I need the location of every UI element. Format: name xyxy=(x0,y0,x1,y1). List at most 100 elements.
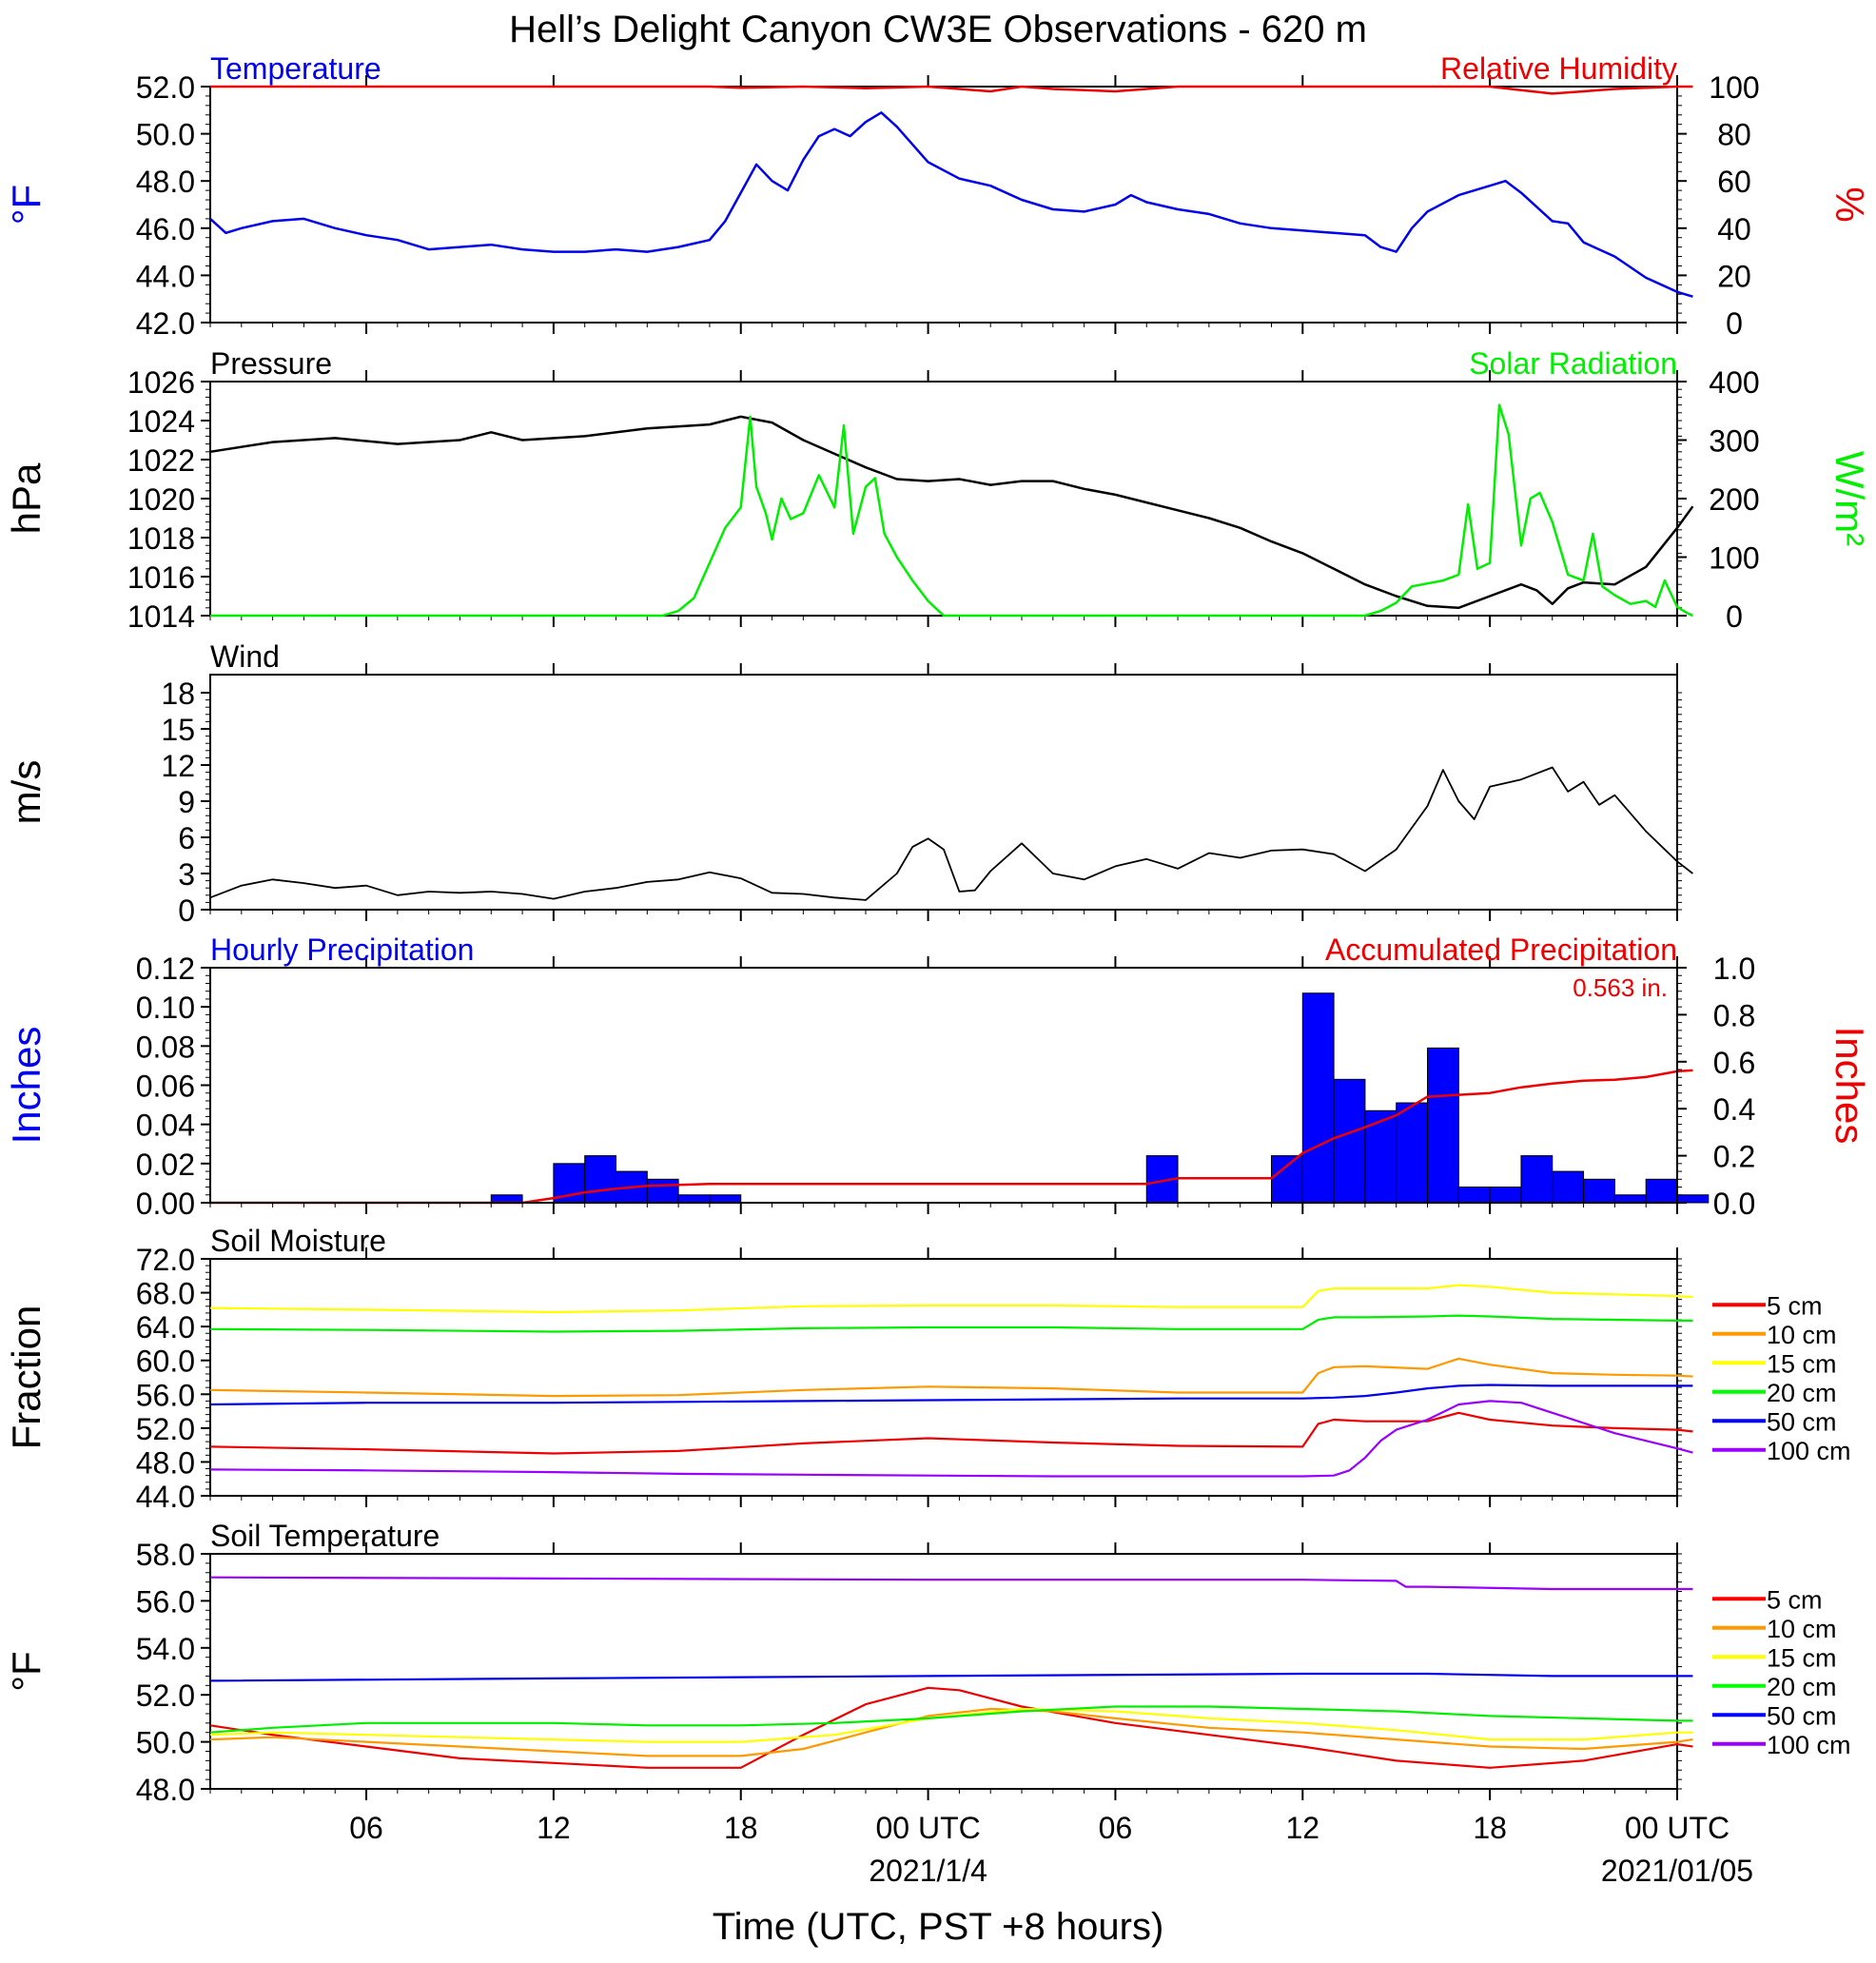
legend-label: 20 cm xyxy=(1767,1673,1837,1701)
panel-frame xyxy=(209,674,1678,911)
y-tick-label: 48.0 xyxy=(136,1773,195,1807)
precip-bar xyxy=(646,1178,679,1204)
soil-temperature-line xyxy=(209,1672,1693,1682)
x-axis-label: Time (UTC, PST +8 hours) xyxy=(713,1906,1164,1948)
y-tick-label: 0.06 xyxy=(136,1070,195,1104)
y-tick-label: 1014 xyxy=(127,599,195,634)
precip-bar xyxy=(1520,1155,1554,1204)
precip-bar xyxy=(1396,1102,1429,1204)
y-axis-label: °F xyxy=(4,1651,49,1691)
y-axis-label-right: % xyxy=(1827,186,1872,222)
soil-temperature-line xyxy=(209,1705,1693,1734)
panel-title-left: Wind xyxy=(210,639,280,674)
panel-frame xyxy=(209,1258,1678,1497)
x-tick-label: 00 UTC xyxy=(875,1811,980,1845)
y-tick-label: 72.0 xyxy=(136,1243,195,1277)
y-tick-label: 6 xyxy=(178,821,195,855)
y-tick-label: 46.0 xyxy=(136,212,195,246)
y-tick-label: 1016 xyxy=(127,560,195,595)
x-tick-label: 06 xyxy=(349,1811,383,1845)
y-tick-label: 1020 xyxy=(127,482,195,517)
y-tick-label: 54.0 xyxy=(136,1632,195,1666)
accumulated-total-annotation: 0.563 in. xyxy=(1573,973,1668,1002)
y-right-tick-label: 80 xyxy=(1717,118,1751,152)
y-tick-label: 48.0 xyxy=(136,1445,195,1480)
precip-bar xyxy=(1301,992,1335,1204)
panel-title-right: Solar Radiation xyxy=(1469,346,1677,381)
y-tick-label: 52.0 xyxy=(136,1678,195,1713)
y-tick-label: 0.10 xyxy=(136,991,195,1025)
y-axis-label: Inches xyxy=(4,1027,49,1145)
y-tick-label: 64.0 xyxy=(136,1310,195,1345)
legend-label: 15 cm xyxy=(1767,1349,1837,1378)
y-right-tick-label: 0 xyxy=(1726,599,1743,634)
precip-bar xyxy=(1645,1178,1678,1204)
y-right-tick-label: 20 xyxy=(1717,259,1751,293)
y-tick-label: 0.12 xyxy=(136,952,195,986)
soil-moisture-line xyxy=(209,1284,1693,1314)
precip-bar xyxy=(1583,1178,1615,1204)
y-right-tick-label: 200 xyxy=(1709,482,1759,517)
y-axis-label-right: W/m² xyxy=(1827,451,1872,546)
humidity-line xyxy=(210,85,1693,95)
panel-title-left: Pressure xyxy=(210,346,332,381)
precip-bar xyxy=(1270,1155,1303,1204)
precip-bar xyxy=(1457,1187,1491,1204)
precip-bar xyxy=(677,1194,711,1204)
y-right-tick-label: 0 xyxy=(1726,306,1743,341)
x-tick-label: 00 UTC xyxy=(1625,1811,1729,1845)
y-right-tick-label: 0.8 xyxy=(1713,998,1755,1032)
soil-moisture-line xyxy=(209,1314,1693,1333)
panel-frame xyxy=(209,381,1678,617)
soil-moisture-line xyxy=(209,1357,1693,1398)
y-right-tick-label: 100 xyxy=(1709,541,1759,576)
precip-bar xyxy=(1427,1047,1459,1204)
y-tick-label: 1024 xyxy=(127,404,195,439)
legend-label: 50 cm xyxy=(1767,1407,1837,1436)
panel-title-left: Temperature xyxy=(210,51,381,86)
x-tick-label: 18 xyxy=(1473,1811,1507,1845)
y-axis-label: hPa xyxy=(4,462,49,534)
precip-bar xyxy=(1333,1078,1366,1204)
y-tick-label: 0.00 xyxy=(136,1187,195,1221)
wind-speed-line xyxy=(209,766,1693,901)
legend-label: 10 cm xyxy=(1767,1615,1837,1643)
y-tick-label: 68.0 xyxy=(136,1277,195,1311)
soil-moisture-line xyxy=(209,1384,1693,1406)
y-tick-label: 1026 xyxy=(127,365,195,400)
y-right-tick-label: 0.4 xyxy=(1713,1092,1755,1127)
y-right-tick-label: 1.0 xyxy=(1713,952,1755,986)
panel-title-left: Soil Temperature xyxy=(210,1519,440,1553)
y-tick-label: 0.02 xyxy=(136,1148,195,1182)
y-right-tick-label: 40 xyxy=(1717,212,1751,246)
soil-temperature-line xyxy=(209,1576,1693,1591)
y-tick-label: 3 xyxy=(178,857,195,892)
y-tick-label: 44.0 xyxy=(136,259,195,293)
soil-moisture-line xyxy=(209,1411,1693,1455)
y-tick-label: 52.0 xyxy=(136,70,195,105)
y-axis-label-right: Inches xyxy=(1827,1027,1872,1145)
precip-bar xyxy=(1613,1194,1647,1204)
chart-title: Hell’s Delight Canyon CW3E Observations … xyxy=(509,9,1367,50)
x-tick-label: 06 xyxy=(1099,1811,1133,1845)
precip-bar xyxy=(709,1194,742,1204)
pressure-line xyxy=(209,415,1694,610)
x-tick-label: 12 xyxy=(537,1811,571,1845)
y-tick-label: 1022 xyxy=(127,443,195,478)
y-axis-label: °F xyxy=(4,185,49,225)
legend-label: 10 cm xyxy=(1767,1321,1837,1349)
legend-label: 100 cm xyxy=(1767,1437,1851,1465)
soil-temperature-line xyxy=(209,1686,1693,1769)
y-tick-label: 15 xyxy=(161,713,195,747)
precip-bar xyxy=(1676,1194,1710,1204)
y-axis-label: m/s xyxy=(4,760,49,825)
y-right-tick-label: 100 xyxy=(1709,70,1759,105)
y-tick-label: 18 xyxy=(161,677,195,711)
panel-title-right: Accumulated Precipitation xyxy=(1325,932,1677,967)
y-tick-label: 50.0 xyxy=(136,118,195,152)
y-tick-label: 58.0 xyxy=(136,1538,195,1572)
x-date-label: 2021/01/05 xyxy=(1601,1854,1753,1888)
soil-temperature-line xyxy=(209,1707,1693,1743)
